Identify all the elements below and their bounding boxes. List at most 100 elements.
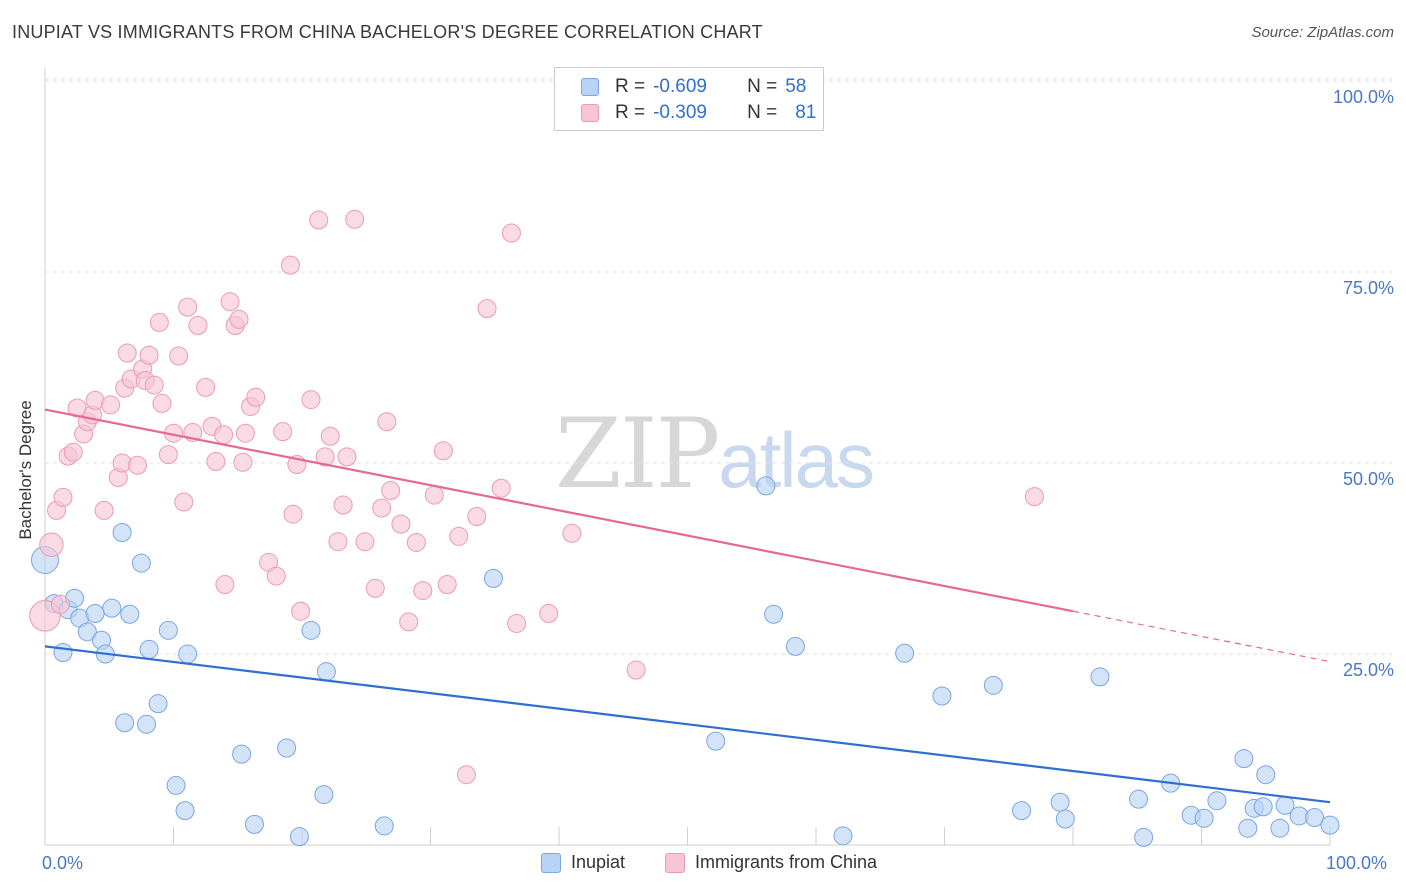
inupiat-point-36	[895, 643, 915, 663]
china-point-58	[337, 447, 357, 467]
inupiat-point-19	[166, 775, 186, 795]
stats-legend: R = -0.609 N = 58 R = -0.309 N = 81	[554, 67, 824, 131]
y-tick-label-50: 50.0%	[1342, 469, 1394, 489]
china-point-13	[101, 395, 121, 415]
legend-swatch-china	[581, 104, 599, 122]
inupiat-point-48	[1207, 791, 1227, 811]
inupiat-point-30	[483, 568, 503, 588]
china-point-64	[381, 481, 401, 501]
inupiat-point-6	[77, 622, 97, 642]
series-label-china: Immigrants from China	[695, 852, 878, 872]
china-point-68	[413, 581, 433, 601]
inupiat-point-57	[1305, 807, 1325, 827]
china-point-47	[273, 422, 293, 442]
inupiat-point-11	[112, 523, 132, 543]
china-point-54	[315, 447, 335, 467]
china-point-25	[152, 393, 172, 413]
china-point-48	[280, 255, 300, 275]
china-point-79	[539, 604, 559, 624]
china-point-72	[449, 526, 469, 546]
china-point-3	[50, 594, 70, 614]
inupiat-point-7	[85, 604, 105, 624]
inupiat-point-52	[1253, 797, 1273, 817]
china-point-51	[291, 601, 311, 621]
inupiat-point-2	[53, 642, 73, 662]
china-point-75	[477, 299, 497, 319]
trend-lines	[44, 408, 1331, 804]
china-point-42	[235, 423, 255, 443]
china-point-80	[562, 523, 582, 543]
china-point-19	[128, 455, 148, 475]
legend-swatch-inupiat	[581, 78, 599, 96]
china-point-67	[406, 532, 426, 552]
inupiat-point-26	[301, 620, 321, 640]
china-point-6	[63, 442, 83, 462]
source-label: Source: ZipAtlas.com	[1251, 24, 1394, 41]
watermark-atlas: atlas	[718, 416, 875, 504]
gridlines	[45, 78, 1392, 655]
inupiat-point-10	[102, 598, 122, 618]
inupiat-point-43	[1129, 789, 1149, 809]
inupiat-point-15	[137, 714, 157, 734]
axes	[44, 68, 1331, 846]
china-trend-line	[44, 408, 1074, 613]
china-point-56	[328, 532, 348, 552]
china-point-17	[117, 343, 137, 363]
china-point-62	[372, 498, 392, 518]
inupiat-point-29	[374, 816, 394, 836]
china-point-66	[399, 612, 419, 632]
china-point-82	[1024, 487, 1044, 507]
inupiat-point-13	[120, 604, 140, 624]
inupiat-point-47	[1194, 808, 1214, 828]
china-point-49	[283, 504, 303, 524]
china-point-53	[309, 210, 329, 230]
inupiat-point-54	[1270, 818, 1290, 838]
watermark: ZIPatlas	[555, 398, 875, 510]
china-point-4	[53, 487, 73, 507]
inupiat-point-12	[115, 713, 135, 733]
inupiat-point-28	[316, 662, 336, 682]
r-label: R =	[615, 76, 646, 97]
inupiat-point-18	[158, 620, 178, 640]
inupiat-point-50	[1238, 818, 1258, 838]
y-tick-label-75: 75.0%	[1342, 278, 1394, 298]
inupiat-point-41	[1055, 809, 1075, 829]
n-label: N =	[747, 76, 778, 97]
watermark-zip: ZIP	[555, 398, 720, 510]
r-value: -0.309	[653, 102, 707, 123]
china-point-78	[507, 613, 527, 633]
china-point-59	[345, 209, 365, 229]
inupiat-point-53	[1256, 765, 1276, 785]
china-point-77	[501, 223, 521, 243]
inupiat-point-22	[232, 744, 252, 764]
china-point-57	[333, 495, 353, 515]
china-point-38	[220, 292, 240, 312]
x-tick-label-max: 100.0%	[1326, 853, 1388, 873]
china-point-65	[391, 514, 411, 534]
china-point-28	[169, 346, 189, 366]
china-point-52	[301, 390, 321, 410]
series-legend-china: Immigrants from China	[665, 852, 877, 873]
china-point-23	[144, 375, 164, 395]
inupiat-point-33	[764, 604, 784, 624]
legend-row-china: R = -0.309 N = 81	[581, 101, 816, 125]
china-point-76	[491, 478, 511, 498]
inupiat-point-34	[785, 636, 805, 656]
china-point-70	[433, 441, 453, 461]
inupiat-point-32	[756, 476, 776, 496]
china-point-22	[139, 345, 159, 365]
n-value: 81	[795, 102, 817, 123]
y-tick-label-25: 25.0%	[1342, 660, 1394, 680]
china-point-1	[39, 532, 64, 557]
china-point-63	[377, 412, 397, 432]
inupiat-point-14	[131, 553, 151, 573]
inupiat-point-21	[178, 644, 198, 664]
inupiat-trend-line	[44, 645, 1331, 804]
inupiat-point-31	[706, 731, 726, 751]
inupiat-point-38	[983, 675, 1003, 695]
x-tick-label-min: 0.0%	[42, 853, 84, 873]
china-point-30	[178, 297, 198, 317]
series-label-inupiat: Inupiat	[571, 852, 626, 872]
china-point-81	[626, 660, 646, 680]
